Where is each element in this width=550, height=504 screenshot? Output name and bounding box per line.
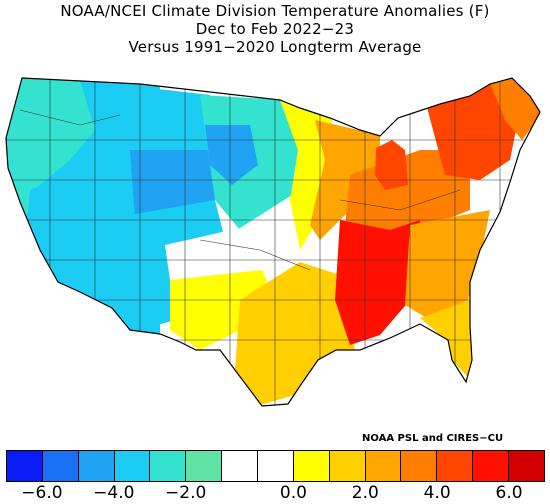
map-title: NOAA/NCEI Climate Division Temperature A…	[0, 2, 550, 56]
region-california-nevada	[25, 170, 120, 330]
legend-swatch-0	[7, 451, 43, 481]
title-line-2: Dec to Feb 2022−23	[195, 20, 355, 38]
legend-tick-labels: −6.0 −4.0 −2.0 0.0 2.0 4.0 6.0	[0, 483, 550, 503]
legend-tick-label: 4.0	[423, 483, 451, 503]
legend-swatch-13	[473, 451, 510, 481]
legend-swatch-10	[365, 451, 402, 481]
legend-swatch-3	[114, 451, 151, 481]
region-upper-midwest	[280, 100, 332, 250]
legend-swatch-12	[437, 451, 474, 481]
region-central-plains	[165, 195, 300, 290]
title-line-3: Versus 1991−2020 Longterm Average	[128, 38, 422, 56]
legend-swatch-11	[401, 451, 438, 481]
legend-swatch-2	[78, 451, 115, 481]
credit-text: NOAA PSL and CIRES−CU	[362, 433, 504, 444]
us-outline	[5, 77, 541, 407]
legend-swatch-4	[150, 451, 187, 481]
legend-swatch-1	[42, 451, 79, 481]
region-northeast	[425, 82, 520, 180]
legend-tick-label: −4.0	[93, 483, 135, 503]
legend-swatch-9	[329, 451, 366, 481]
legend-swatch-8	[293, 451, 330, 481]
region-lower-mississippi	[335, 220, 420, 345]
legend-tick-label: 6.0	[495, 483, 523, 503]
legend-swatch-7	[258, 451, 294, 481]
legend-tick-label: −6.0	[21, 483, 63, 503]
legend-tick-label: 2.0	[351, 483, 379, 503]
legend-swatch-5	[186, 451, 223, 481]
region-michigan	[375, 140, 408, 190]
us-anomaly-map	[5, 77, 541, 407]
title-line-1: NOAA/NCEI Climate Division Temperature A…	[60, 2, 490, 20]
region-pacific-northwest	[6, 78, 95, 230]
legend-tick-label: 0.0	[279, 483, 307, 503]
legend-swatch-6	[222, 451, 259, 481]
legend-colorbar	[6, 450, 545, 482]
region-west-texas	[170, 270, 275, 350]
legend-swatch-14	[509, 451, 544, 481]
region-southeast	[405, 210, 490, 320]
legend-tick-label: −2.0	[165, 483, 207, 503]
region-texas-oklahoma	[235, 262, 355, 405]
division-borders	[6, 78, 540, 406]
